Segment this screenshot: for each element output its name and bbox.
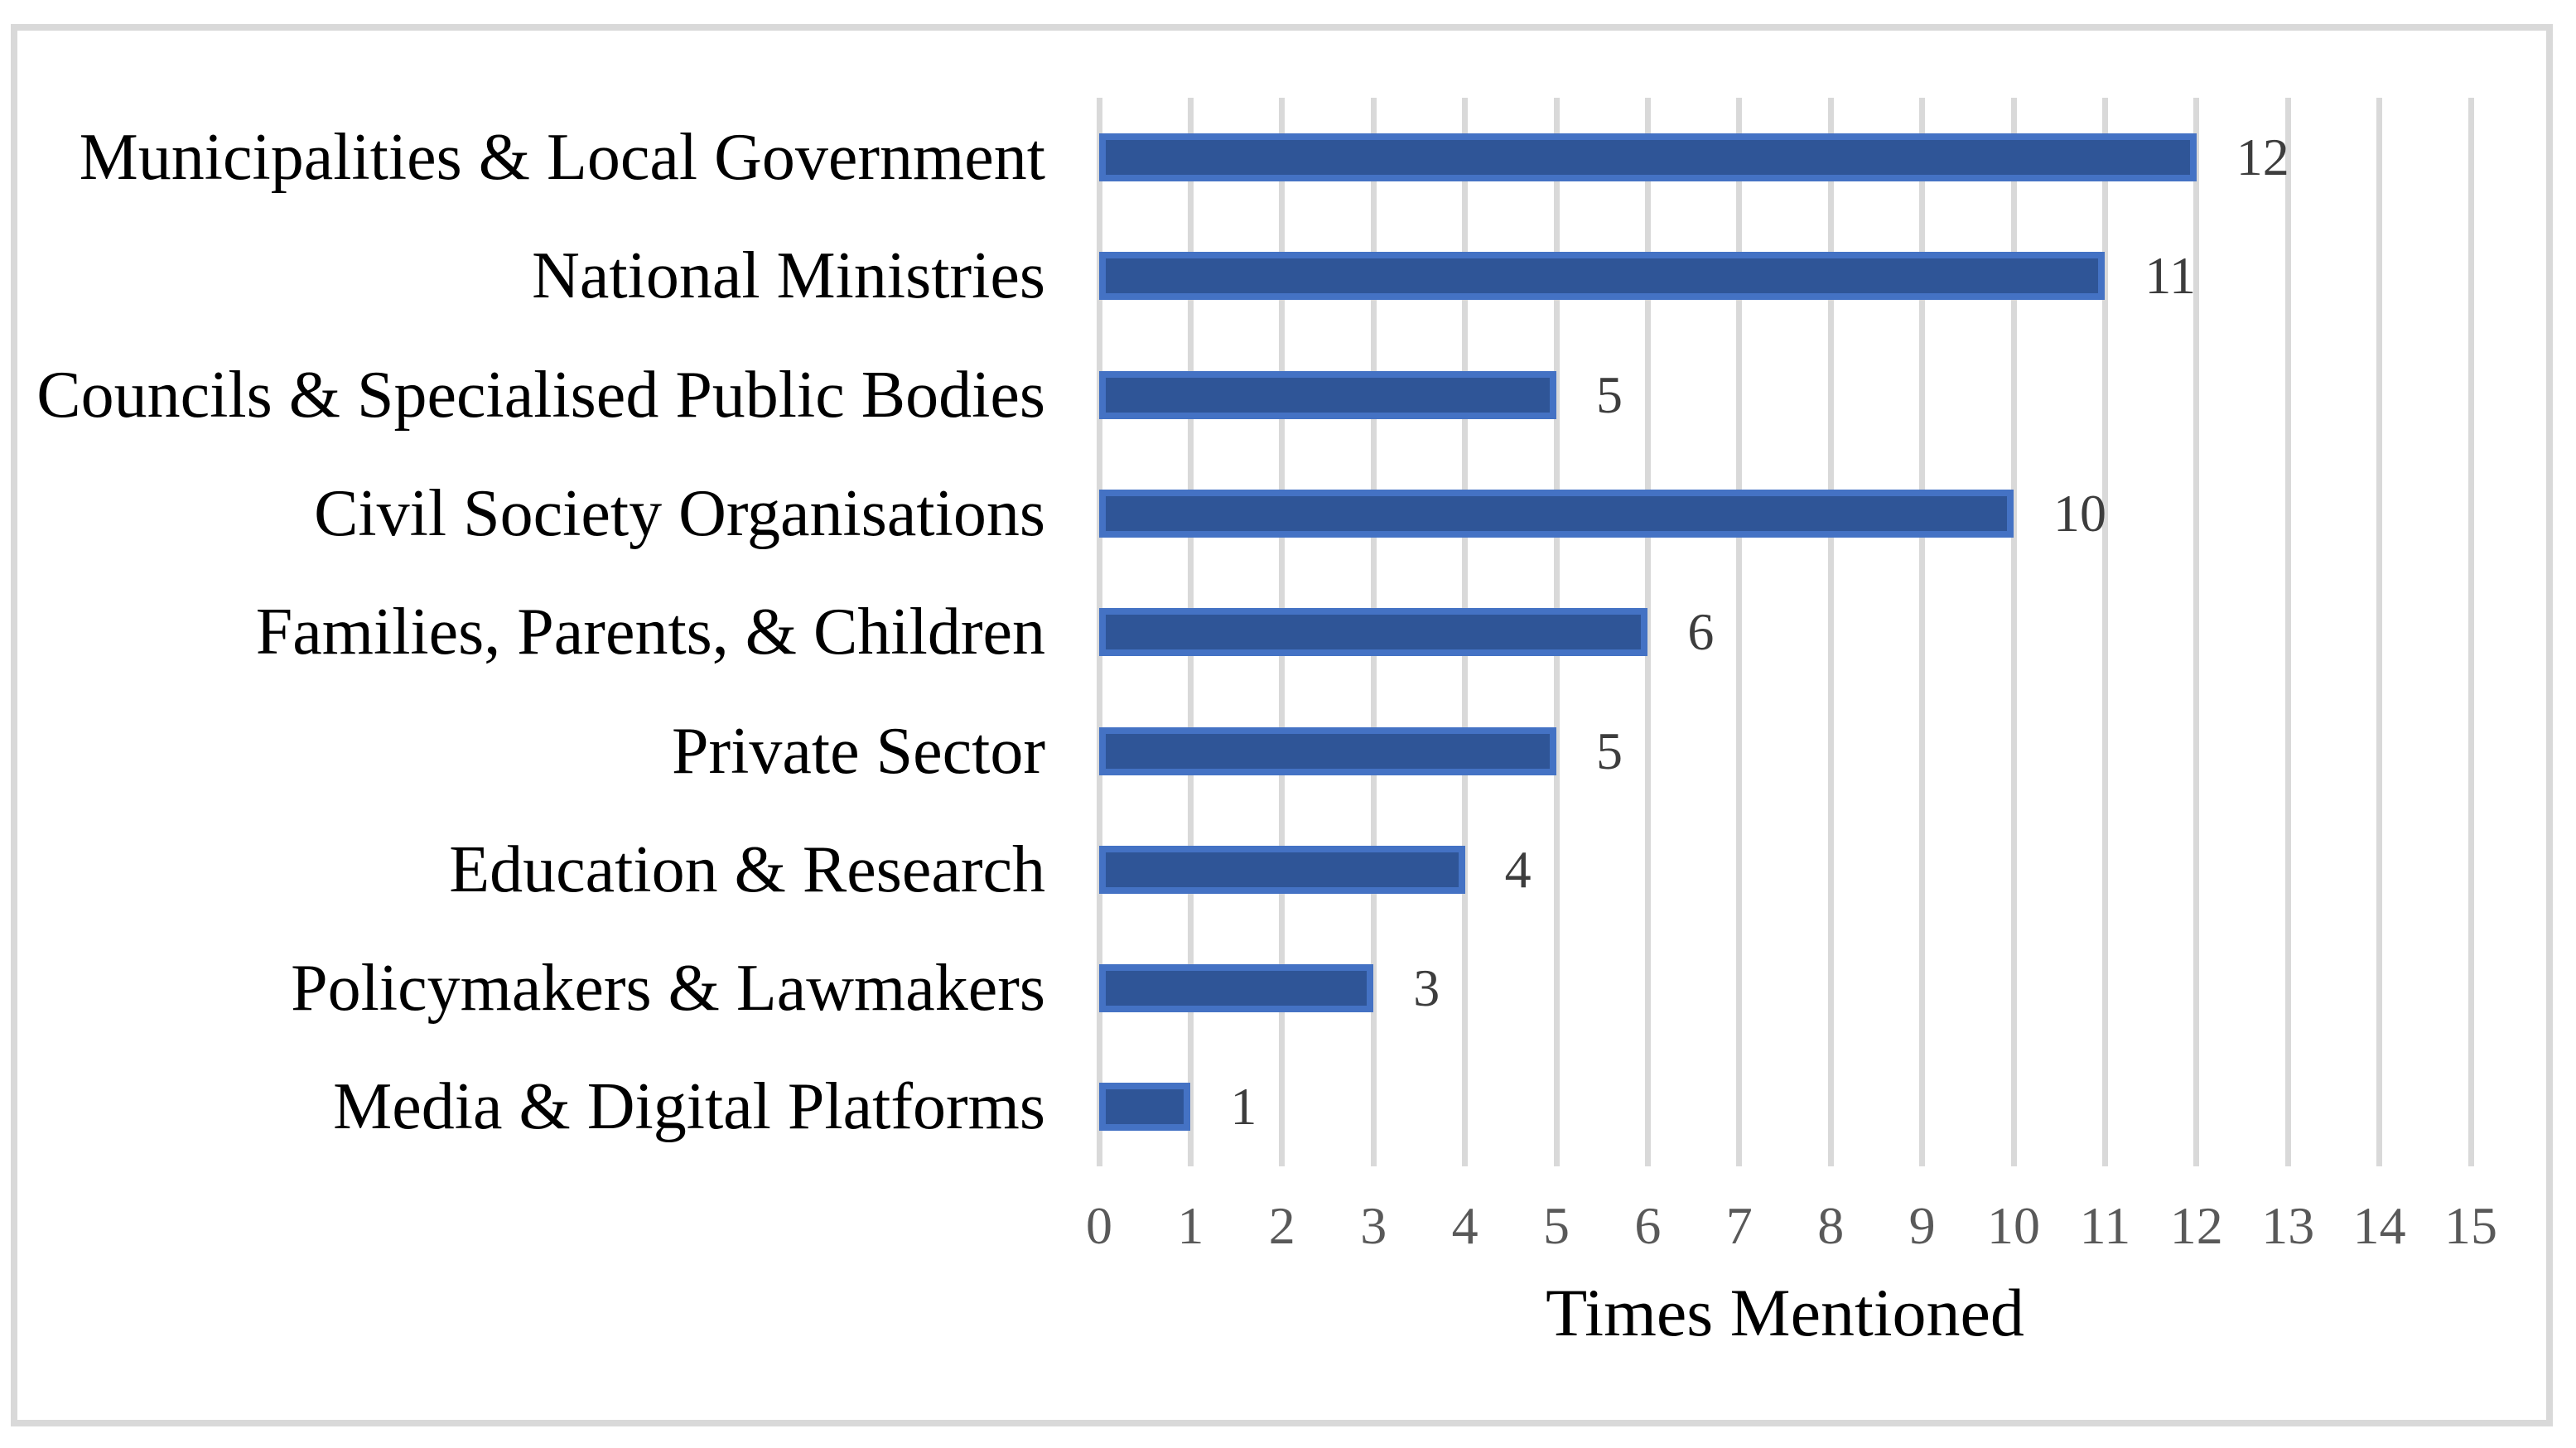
bar [1099, 726, 1556, 775]
x-axis-title: Times Mentioned [1546, 1275, 2024, 1350]
value-label: 5 [1596, 364, 1623, 424]
gridline [1644, 98, 1651, 1166]
x-tick-label: 13 [2261, 1196, 2315, 1255]
x-tick-label: 9 [1908, 1196, 1936, 1255]
x-tick-label: 2 [1268, 1196, 1295, 1255]
x-tick-label: 14 [2352, 1196, 2406, 1255]
gridline [2101, 98, 2108, 1166]
category-label: National Ministries [532, 239, 1045, 313]
bar [1099, 1083, 1191, 1132]
category-label: Councils & Specialised Public Bodies [36, 358, 1045, 432]
bar [1099, 489, 2014, 538]
value-label: 11 [2144, 246, 2197, 306]
x-tick-label: 4 [1451, 1196, 1479, 1255]
x-tick-label: 5 [1543, 1196, 1570, 1255]
value-label: 6 [1687, 602, 1715, 662]
gridline [2467, 98, 2474, 1166]
gridline [2376, 98, 2383, 1166]
value-label: 12 [2236, 128, 2289, 186]
x-tick-label: 12 [2169, 1196, 2223, 1255]
value-label: 1 [1230, 1077, 1257, 1137]
gridline [1827, 98, 1834, 1166]
value-label: 4 [1504, 839, 1532, 899]
x-tick-label: 7 [1725, 1196, 1753, 1255]
value-label: 10 [2053, 483, 2106, 543]
value-label: 3 [1413, 958, 1440, 1018]
gridline [2010, 98, 2017, 1166]
gridline [1919, 98, 1926, 1166]
gridline [2193, 98, 2200, 1166]
value-label: 5 [1596, 721, 1623, 780]
x-tick-label: 8 [1817, 1196, 1845, 1255]
category-label: Policymakers & Lawmakers [291, 952, 1045, 1026]
x-tick-label: 10 [1987, 1196, 2040, 1255]
x-tick-label: 11 [2079, 1196, 2131, 1255]
x-tick-label: 3 [1360, 1196, 1387, 1255]
category-label: Families, Parents, & Children [255, 596, 1045, 669]
bar [1099, 845, 1465, 894]
x-tick-label: 15 [2444, 1196, 2497, 1255]
category-label: Civil Society Organisations [314, 476, 1045, 550]
gridline [1736, 98, 1743, 1166]
x-tick-label: 0 [1086, 1196, 1112, 1255]
category-label: Private Sector [672, 714, 1045, 788]
category-label: Education & Research [449, 833, 1045, 906]
category-label: Municipalities & Local Government [79, 121, 1045, 194]
bar [1099, 133, 2197, 181]
bar [1099, 608, 1648, 657]
bar [1099, 964, 1374, 1013]
bar [1099, 370, 1556, 419]
x-tick-label: 6 [1634, 1196, 1662, 1255]
x-tick-label: 1 [1177, 1196, 1204, 1255]
gridline [2284, 98, 2291, 1166]
bar [1099, 252, 2106, 301]
category-label: Media & Digital Platforms [333, 1070, 1045, 1144]
